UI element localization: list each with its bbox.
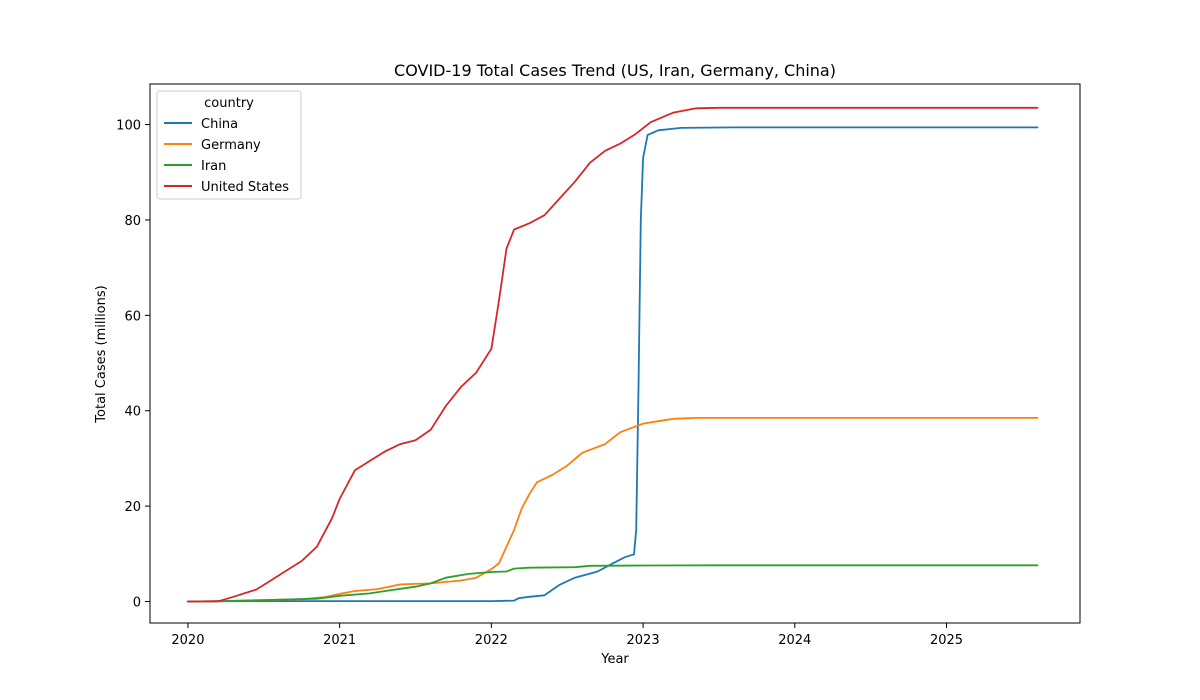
y-tick-label: 40 bbox=[124, 405, 141, 420]
x-tick-label: 2022 bbox=[475, 633, 508, 648]
plot-area bbox=[187, 106, 1039, 603]
y-tick-label: 100 bbox=[116, 119, 141, 134]
legend-box bbox=[156, 90, 302, 200]
legend: country China Germany Iran United States bbox=[156, 90, 302, 200]
legend-label-iran: Iran bbox=[201, 159, 226, 174]
series-line-united-states bbox=[187, 106, 1039, 603]
legend-title: country bbox=[204, 96, 254, 111]
x-axis: 2020 2021 2022 2023 2024 2025 bbox=[171, 623, 963, 648]
x-tick-label: 2021 bbox=[323, 633, 356, 648]
series-line-iran bbox=[187, 564, 1039, 603]
legend-label-china: China bbox=[201, 117, 238, 132]
y-tick-label: 20 bbox=[124, 500, 141, 515]
chart-title: COVID-19 Total Cases Trend (US, Iran, Ge… bbox=[394, 61, 836, 80]
series-line-china bbox=[187, 126, 1039, 603]
x-tick-label: 2023 bbox=[627, 633, 660, 648]
legend-label-united-states: United States bbox=[201, 180, 289, 195]
legend-label-germany: Germany bbox=[201, 138, 261, 153]
x-tick-label: 2024 bbox=[778, 633, 811, 648]
x-axis-label: Year bbox=[600, 652, 629, 667]
x-tick-label: 2020 bbox=[171, 633, 204, 648]
y-tick-label: 0 bbox=[133, 596, 141, 611]
x-tick-label: 2025 bbox=[930, 633, 963, 648]
plot-frame bbox=[149, 83, 1081, 624]
y-axis-label: Total Cases (millions) bbox=[94, 285, 109, 423]
series-line-germany bbox=[187, 417, 1039, 603]
y-tick-label: 60 bbox=[124, 309, 141, 324]
y-axis: 0 20 40 60 80 100 bbox=[116, 119, 150, 611]
y-tick-label: 80 bbox=[124, 214, 141, 229]
